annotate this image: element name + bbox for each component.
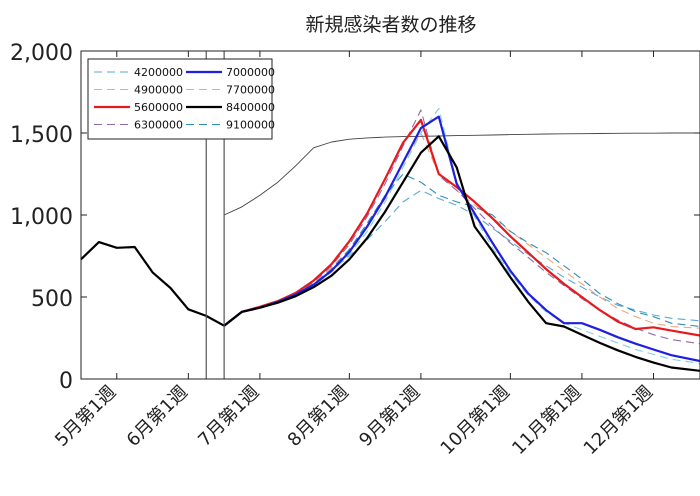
- y-tick-label: 2,000: [10, 41, 73, 66]
- x-tick-label: 6月第1週: [123, 382, 192, 451]
- x-tick-label: 8月第1週: [284, 382, 353, 451]
- x-tick-label: 10月第1週: [437, 382, 514, 459]
- series-line-4900000: [223, 132, 700, 329]
- legend-box: [87, 58, 273, 140]
- series-line-5600000: [223, 118, 700, 337]
- series-line-8400000: [223, 135, 700, 372]
- legend-label-4200000: 4200000: [134, 66, 183, 79]
- series-layer: [80, 107, 700, 372]
- x-tick-label: 12月第1週: [580, 382, 657, 459]
- series-line-series-1: [223, 132, 700, 216]
- legend-label-7700000: 7700000: [226, 84, 275, 97]
- series-line-4200000: [223, 189, 700, 327]
- legend-label-7000000: 7000000: [226, 66, 275, 79]
- legend-label-8400000: 8400000: [226, 101, 275, 114]
- legend: 4200000 4900000 5600000 6300000 7000000 77000…: [87, 58, 275, 140]
- y-tick-label: 0: [59, 369, 73, 394]
- series-line-9100000: [223, 173, 700, 328]
- y-tick-label: 1,500: [10, 123, 73, 148]
- chart-title: 新規感染者数の推移: [305, 14, 476, 36]
- legend-label-5600000: 5600000: [134, 101, 183, 114]
- x-tick-label: 11月第1週: [508, 382, 585, 459]
- series-line-6300000: [223, 109, 700, 345]
- y-tick-label: 500: [31, 287, 73, 312]
- x-tick-label: 9月第1週: [355, 382, 424, 451]
- x-tick-label: 7月第1週: [194, 382, 263, 451]
- y-tick-label: 1,000: [10, 205, 73, 230]
- series-line-7000000: [223, 115, 700, 363]
- legend-label-9100000: 9100000: [226, 119, 275, 132]
- series-line-observed: [80, 241, 225, 327]
- legend-label-4900000: 4900000: [134, 84, 183, 97]
- legend-label-6300000: 6300000: [134, 119, 183, 132]
